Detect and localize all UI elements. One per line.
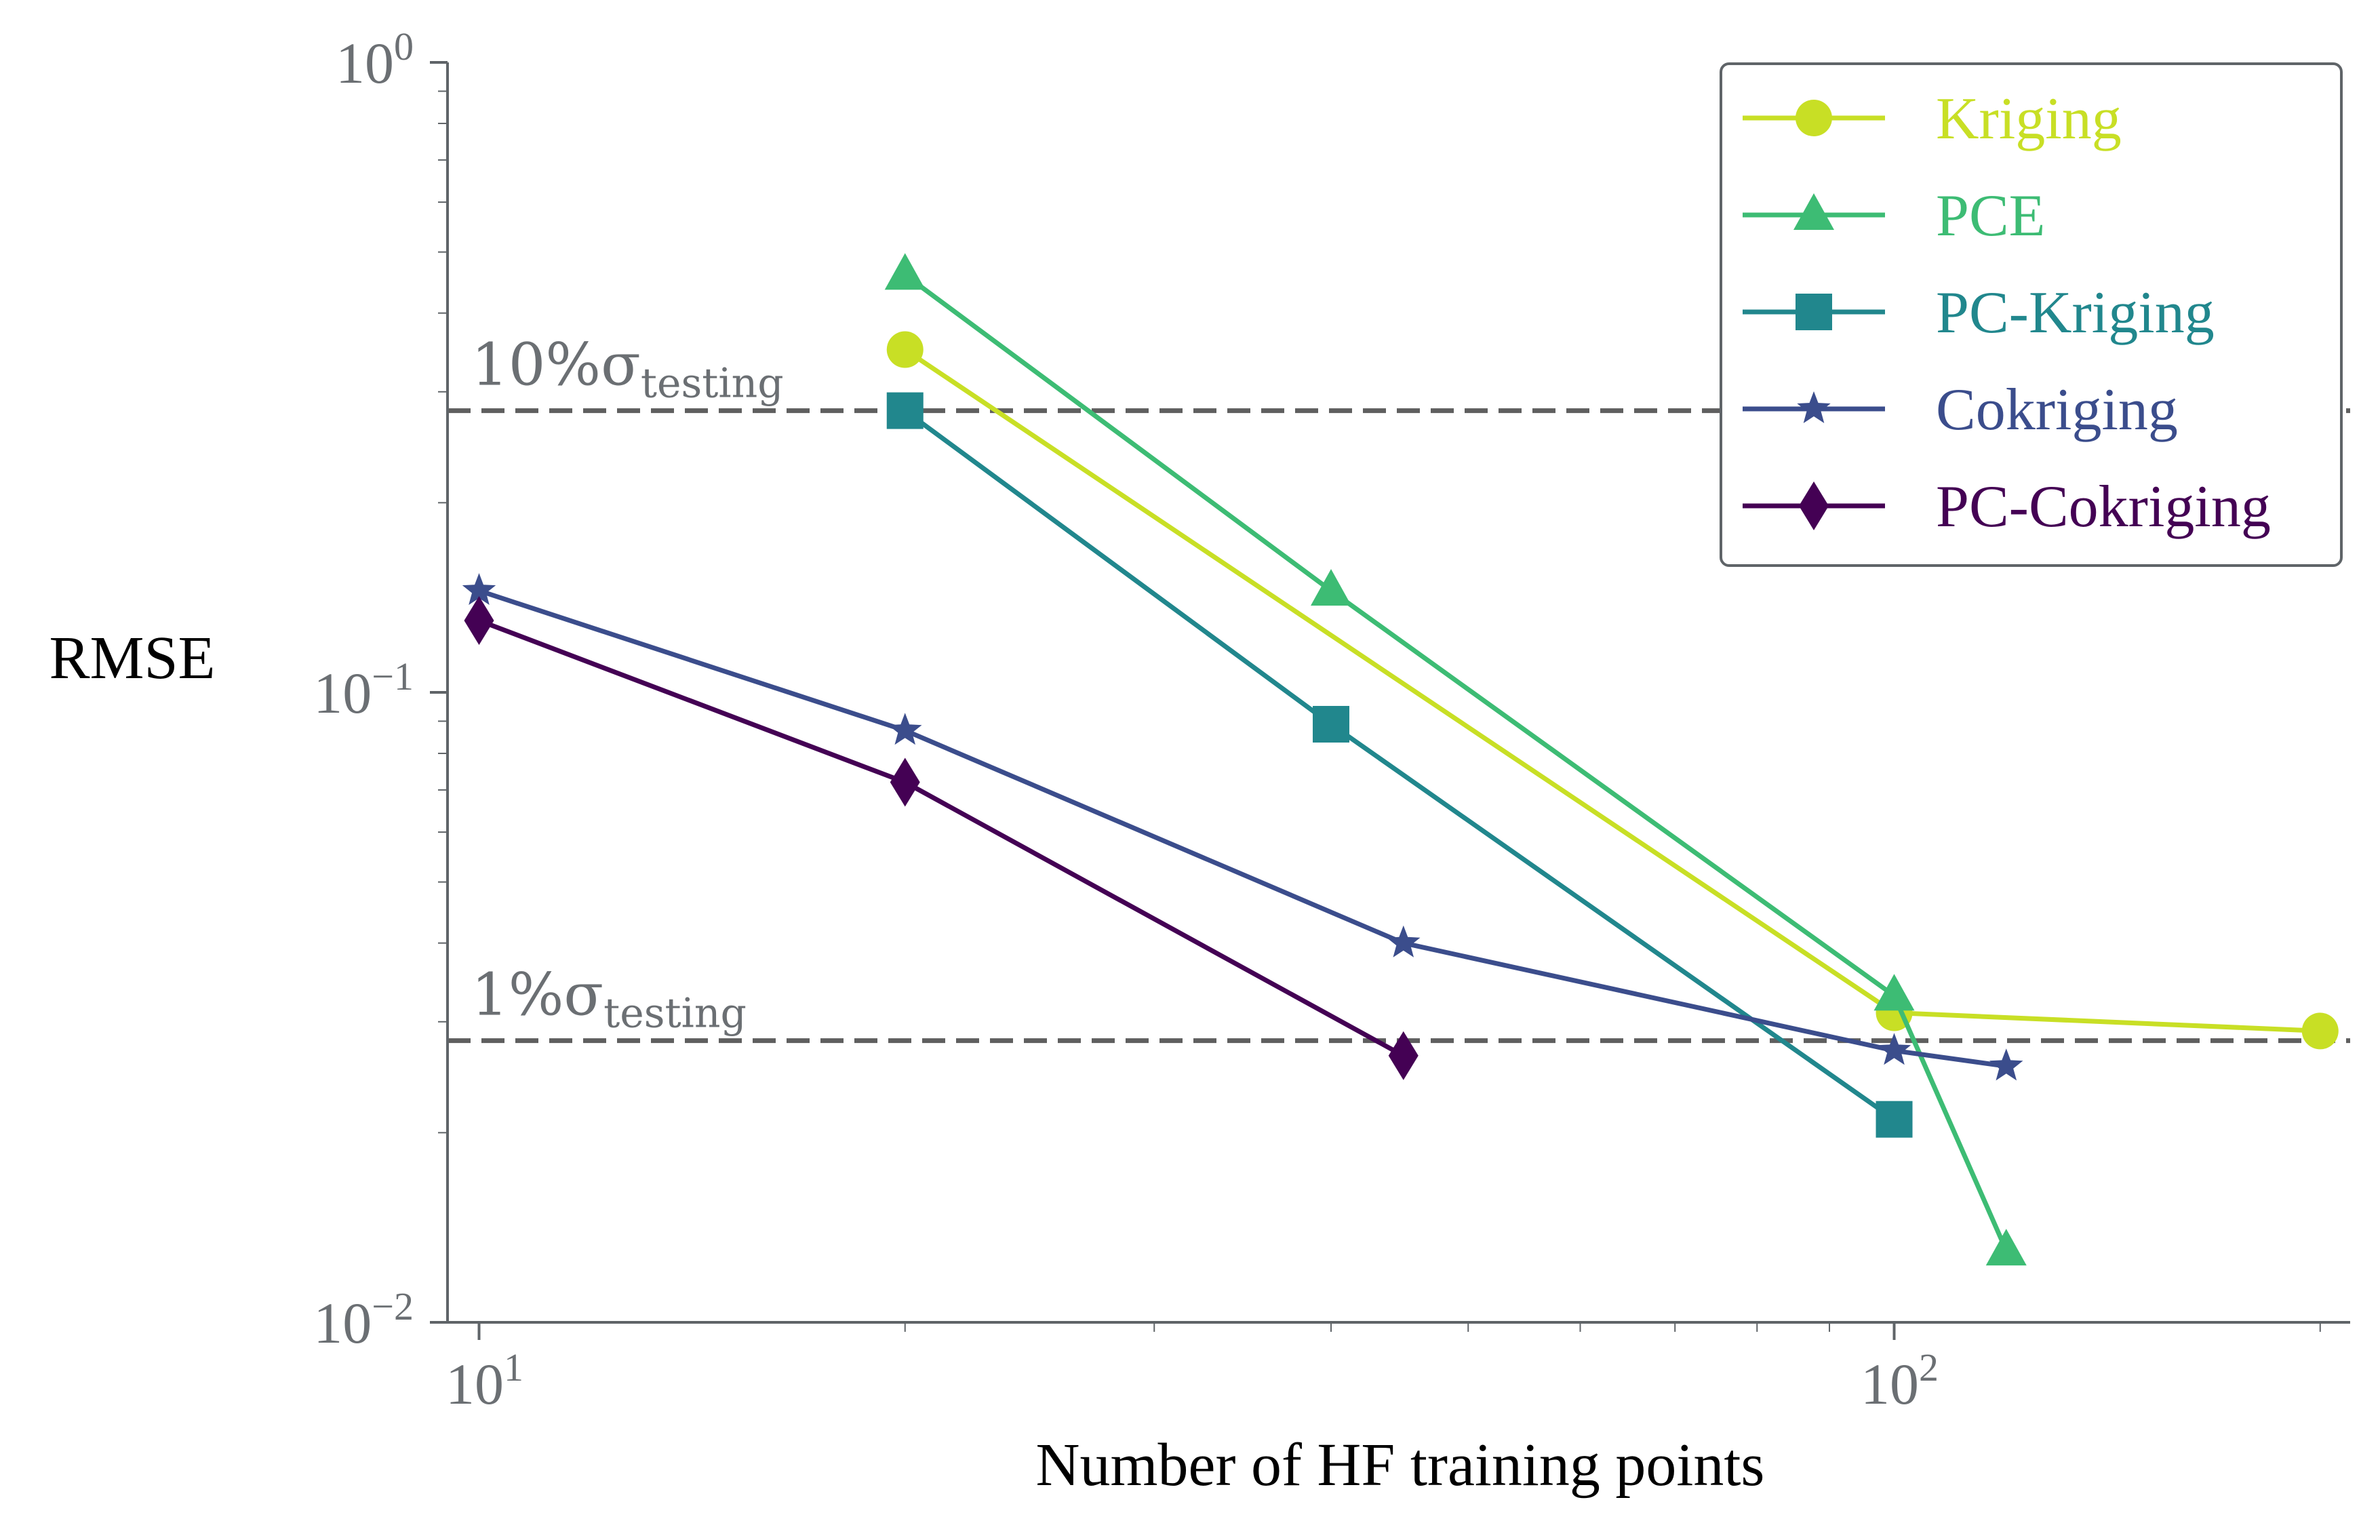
pc-cokriging-point [890, 757, 920, 807]
series-cokriging [462, 573, 2023, 1081]
cokriging-point [462, 573, 496, 606]
legend-marker-kriging [1796, 100, 1832, 136]
series-kriging [886, 331, 2339, 1050]
x-tick-label: 102 [1861, 1345, 1939, 1417]
series-pc-cokriging [464, 596, 1419, 1080]
pc-cokriging-point [1388, 1031, 1419, 1080]
cokriging-point [888, 713, 922, 745]
series [462, 253, 2339, 1266]
legend-label-pc-cokriging: PC-Cokriging [1936, 474, 2271, 540]
legend-frame [1720, 62, 2343, 567]
y-tick-label: 100 [336, 24, 414, 96]
legend-marker-pc-cokriging [1799, 481, 1829, 530]
y-tick-label: 10−2 [313, 1284, 414, 1356]
legend-marker-cokriging [1797, 391, 1831, 423]
y-tick-label: 10−1 [313, 654, 414, 726]
legend-label-cokriging: Cokriging [1936, 377, 2178, 443]
legend-item-pc-cokriging: PC-Cokriging [1743, 474, 2271, 540]
pc-kriging-point [1876, 1101, 1913, 1138]
ten-percent-reference-label: 10%σtesting [471, 332, 784, 408]
y-axis-title: RMSE [49, 625, 215, 692]
pce-point [884, 253, 926, 290]
legend-item-pce: PCE [1743, 183, 2045, 249]
legend-item-kriging: Kriging [1743, 86, 2122, 152]
kriging-point [2301, 1012, 2339, 1050]
pce-point [1311, 569, 1352, 606]
reference-lines: 10%σtesting 1%σtesting [448, 332, 2350, 1044]
legend: Kriging PCE PC-Kriging Cokriging PC-Cokrigin… [1720, 62, 2343, 567]
legend-marker-pc-kriging [1796, 294, 1832, 330]
x-axis-title: Number of HF training points [1036, 1432, 1765, 1499]
series-pce [884, 253, 2027, 1266]
pc-kriging-point [1313, 706, 1350, 743]
cokriging-point [1989, 1048, 2023, 1081]
legend-label-kriging: Kriging [1936, 86, 2122, 152]
legend-label-pc-kriging: PC-Kriging [1936, 280, 2215, 346]
ticks: 101 102 100 10−1 10−2 [313, 24, 2321, 1417]
kriging-point [886, 331, 924, 368]
cokriging-point [1877, 1033, 1911, 1065]
cokriging-point [1387, 925, 1421, 957]
pce-point [1985, 1229, 2027, 1266]
legend-item-pc-kriging: PC-Kriging [1743, 280, 2215, 346]
pce-line [903, 273, 2009, 1252]
legend-label-pce: PCE [1936, 183, 2045, 249]
pc-cokriging-point [464, 596, 494, 646]
pce-point [1873, 974, 1915, 1011]
series-pc-kriging [886, 392, 1913, 1138]
x-tick-label: 101 [445, 1345, 523, 1417]
legend-item-cokriging: Cokriging [1743, 377, 2178, 443]
pc-kriging-point [886, 392, 924, 429]
one-percent-reference-label: 1%σtesting [471, 962, 747, 1038]
legend-marker-pce [1793, 193, 1834, 230]
